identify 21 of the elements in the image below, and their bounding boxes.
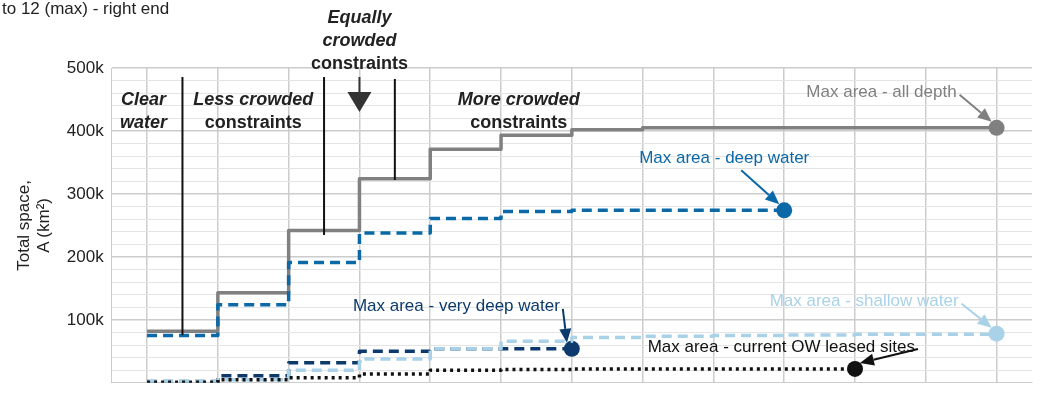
y-axis-title: Total space, A (km²) bbox=[13, 180, 54, 271]
text: to 12 (max) - right end bbox=[2, 0, 170, 18]
point bbox=[563, 340, 580, 357]
series-label: Max area - very deep water bbox=[352, 296, 561, 316]
y-tick-label: 100k bbox=[66, 309, 105, 329]
point bbox=[988, 325, 1005, 342]
y-tick-label: 400k bbox=[66, 120, 105, 140]
text: Max area - deep water bbox=[639, 147, 810, 167]
series-label: Max area - current OW leased sites bbox=[647, 336, 916, 356]
annotation: Equally crowded constraints bbox=[310, 6, 408, 73]
y-tick-label: 300k bbox=[66, 183, 105, 203]
y-tick-label: 500k bbox=[66, 57, 105, 77]
legend-label: Max area - shallow water bbox=[769, 291, 959, 311]
y-tick-label: 200k bbox=[66, 246, 105, 266]
annotation: Less crowded constraints bbox=[193, 88, 315, 132]
annotation: Clear water bbox=[120, 88, 169, 132]
point bbox=[776, 202, 793, 219]
point bbox=[847, 360, 864, 377]
point bbox=[988, 119, 1005, 136]
annotation: More crowded constraints bbox=[457, 88, 581, 132]
legend-label: Max area - all depth bbox=[806, 82, 957, 102]
